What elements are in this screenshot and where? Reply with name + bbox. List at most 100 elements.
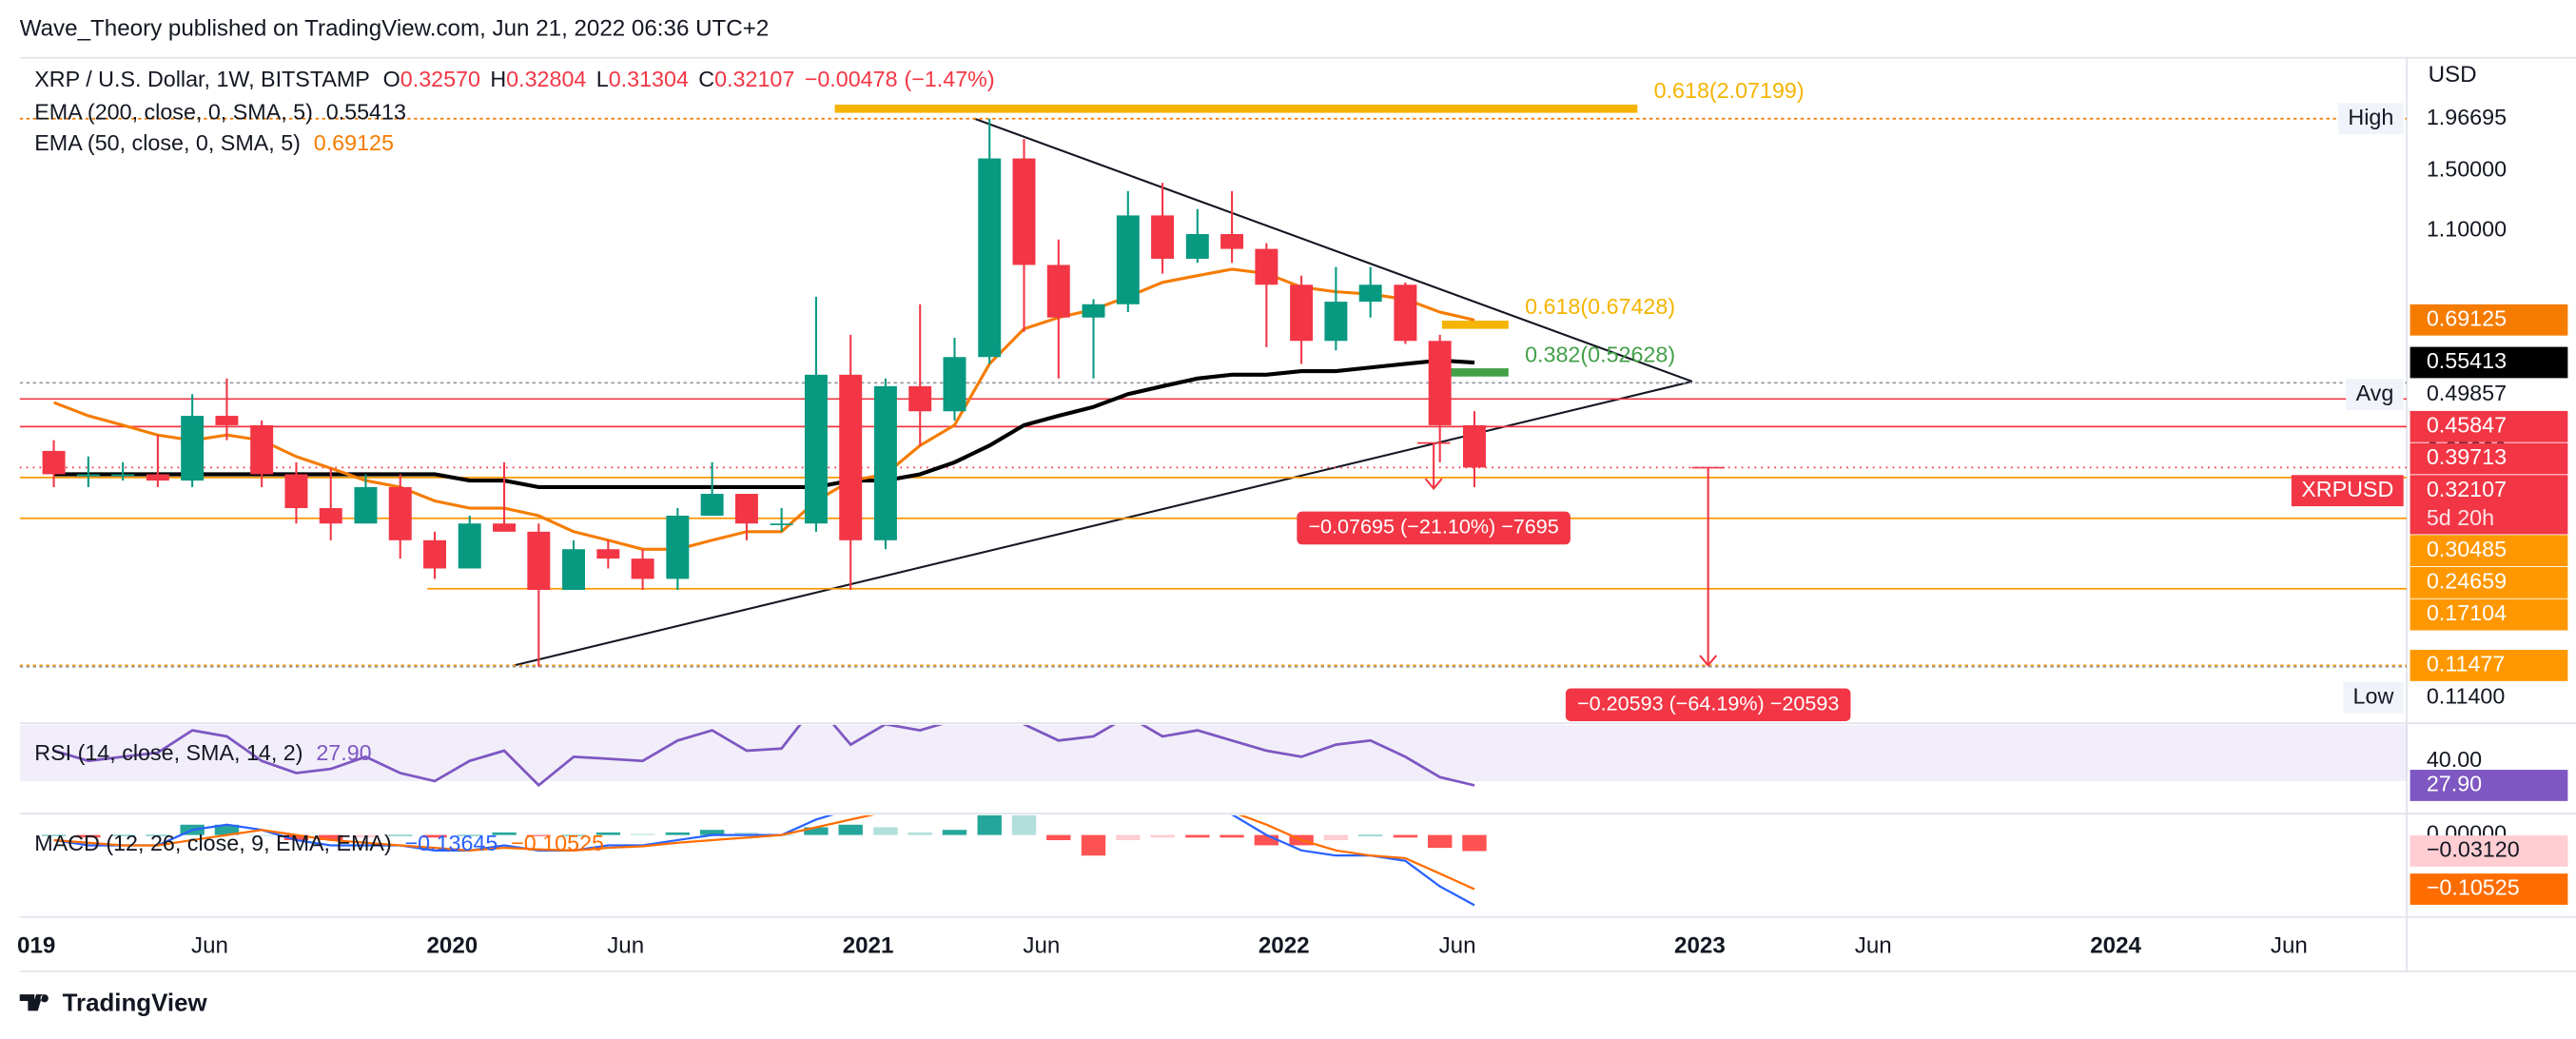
macd-histogram-bar xyxy=(526,834,552,836)
candle-body xyxy=(1185,234,1209,259)
candle-body xyxy=(770,523,793,525)
macd-histogram-bar xyxy=(1254,834,1279,846)
candle-body xyxy=(734,494,758,524)
price-label-backdrop xyxy=(2410,681,2568,714)
candle-body xyxy=(1082,304,1105,318)
price-label-backdrop xyxy=(2410,379,2568,411)
macd-histogram-bar xyxy=(630,833,655,835)
trendline xyxy=(512,380,1693,667)
candle-body xyxy=(873,385,897,540)
price-label: 0.30485 xyxy=(2427,537,2507,561)
measure-label-box xyxy=(1297,511,1571,545)
macd-value-label: −0.03120 xyxy=(2427,837,2520,862)
macd-histogram-bar xyxy=(1323,834,1349,841)
price-label-box xyxy=(2410,346,2568,379)
legend-ohlc-key: L xyxy=(596,67,609,91)
price-tag: Avg xyxy=(2356,381,2394,405)
rsi-value-box xyxy=(2410,770,2568,801)
macd-legend-value: −0.13645 xyxy=(405,831,498,855)
macd-histogram-bar xyxy=(492,832,517,835)
candle-body xyxy=(562,549,586,590)
candle-body xyxy=(111,474,135,477)
macd-histogram-bar xyxy=(1011,814,1037,835)
macd-histogram-bar xyxy=(283,834,309,841)
macd-histogram-bar xyxy=(977,814,1002,835)
measure-label-box xyxy=(1565,688,1851,722)
macd-histogram-bar xyxy=(458,834,482,836)
candle-body xyxy=(146,474,169,481)
candle-body xyxy=(631,559,654,579)
price-label: 0.45847 xyxy=(2427,412,2507,437)
footer-brand: TradingView xyxy=(63,990,208,1016)
candle-body xyxy=(1012,158,1036,265)
macd-histogram-bar xyxy=(561,834,586,836)
price-tag: High xyxy=(2348,105,2393,129)
price-label: 0.49857 xyxy=(2427,381,2507,405)
price-label-box xyxy=(2410,650,2568,681)
macd-histogram-bar xyxy=(873,827,898,835)
macd-histogram-bar xyxy=(76,834,101,838)
legend-ohlc-value: 0.32804 xyxy=(506,67,586,91)
x-tick-label: 2024 xyxy=(2090,932,2141,958)
price-label: 1.96695 xyxy=(2427,105,2507,129)
macd-histogram-bar xyxy=(1220,834,1244,838)
fib-label: 0.382(0.52628) xyxy=(1525,342,1675,366)
legend-change-pct: (−1.47%) xyxy=(904,67,994,91)
rsi-line xyxy=(53,724,1475,788)
legend-ohlc-key: C xyxy=(698,67,714,91)
x-tick-label: Jun xyxy=(191,932,228,958)
macd-value-box xyxy=(2410,835,2568,867)
candle-body xyxy=(493,523,517,532)
candle-body xyxy=(700,494,724,516)
candle-body xyxy=(1290,284,1314,342)
legend-line: EMA (50, close, 0, SMA, 5) 0.69125 xyxy=(34,130,394,155)
legend-ohlc-key: O xyxy=(383,67,400,91)
rsi-tick-label: 40.00 xyxy=(2427,747,2482,772)
macd-histogram-bar xyxy=(1046,834,1071,841)
ema-line xyxy=(53,267,1475,551)
candle-body xyxy=(1394,284,1417,342)
overlay: 019 Jun 2020 Jun 2021 Jun 2022 Jun 2023 Jun 2024 Ju… xyxy=(17,67,2568,958)
candle-body xyxy=(181,416,205,481)
candle-body xyxy=(42,450,66,475)
legend-ohlc-value: 0.32107 xyxy=(714,67,794,91)
candle-body xyxy=(354,486,378,524)
macd-legend-value: −0.10525 xyxy=(511,831,604,855)
legend-series-value: 0.69125 xyxy=(314,130,394,155)
candle-body xyxy=(319,508,342,524)
price-label-box xyxy=(2410,535,2568,567)
measure-arrowhead xyxy=(1424,478,1443,491)
price-label-box xyxy=(2410,410,2568,442)
price-label: 0.69125 xyxy=(2427,305,2507,330)
macd-histogram-bar xyxy=(907,832,932,835)
macd-line xyxy=(53,814,1475,907)
candle-body xyxy=(76,474,100,477)
y-tick-label: 1.10000 xyxy=(2427,216,2507,241)
macd-histogram-bar xyxy=(422,834,447,838)
price-tag-box xyxy=(2343,681,2404,714)
main-pane xyxy=(19,104,2408,668)
legend-series-name: EMA (50, close, 0, SMA, 5) xyxy=(34,130,301,155)
candle-body xyxy=(250,424,274,475)
x-tick-label: Jun xyxy=(607,932,644,958)
macd-histogram-bar xyxy=(1081,834,1106,856)
legend-title: XRP / U.S. Dollar, 1W, BITSTAMP xyxy=(34,67,370,91)
macd-histogram-bar xyxy=(41,834,67,836)
macd-histogram-bar xyxy=(1185,834,1210,838)
macd-histogram-bar xyxy=(214,824,240,835)
x-tick-label: Jun xyxy=(1439,932,1476,958)
macd-histogram-bar xyxy=(146,834,170,836)
candle-body xyxy=(1428,341,1452,425)
macd-histogram-bar xyxy=(804,827,829,835)
y-tick-label: 1.50000 xyxy=(2427,157,2507,182)
legend-ohlc-value: 0.32570 xyxy=(400,67,480,91)
legend-series-name: EMA (200, close, 0, SMA, 5) xyxy=(34,100,313,125)
macd-histogram-bar xyxy=(1427,834,1453,849)
macd-histogram-bar xyxy=(353,834,379,838)
candle-body xyxy=(423,539,447,569)
candle-body xyxy=(839,374,863,540)
candle-body xyxy=(596,549,620,559)
price-label-box xyxy=(2410,598,2568,631)
